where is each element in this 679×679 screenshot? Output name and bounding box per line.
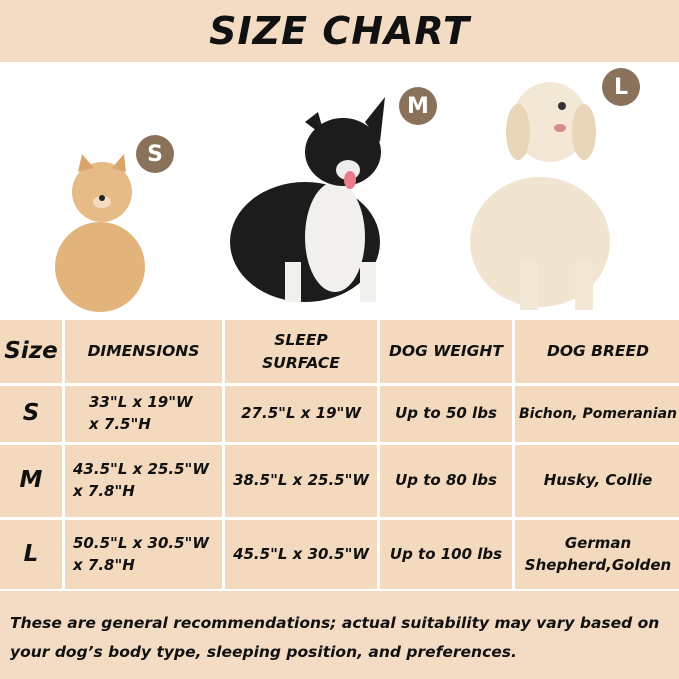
row-s-dimensions: 33"L x 19"W x 7.5"H — [65, 386, 222, 442]
dimensions-line: 33"L x 19"W — [89, 393, 193, 412]
row-s-size: S — [0, 386, 62, 442]
disclaimer-text: These are general recommendations; actua… — [0, 591, 679, 679]
dog-photos: S M L — [0, 62, 679, 320]
header-dimensions: DIMENSIONS — [65, 320, 222, 383]
header-dog-weight: DOG WEIGHT — [380, 320, 512, 383]
size-badge-m: M — [399, 87, 437, 125]
row-s-weight: Up to 50 lbs — [380, 386, 512, 442]
page-title: SIZE CHART — [0, 0, 679, 62]
row-l-dimensions: 50.5"L x 30.5"W x 7.8"H — [65, 520, 222, 589]
row-m-breed: Husky, Collie — [515, 445, 679, 517]
dimensions-line: x 7.5"H — [89, 415, 151, 433]
header-sleep-surface: SLEEP SURFACE — [225, 320, 377, 383]
border-collie-image — [230, 97, 385, 302]
header-size: Size — [0, 320, 62, 383]
row-m-sleep-surface: 38.5"L x 25.5"W — [225, 445, 377, 517]
dimensions-line: x 7.8"H — [73, 555, 135, 574]
row-l-sleep-surface: 45.5"L x 30.5"W — [225, 520, 377, 589]
dimensions-line: 43.5"L x 25.5"W — [73, 460, 209, 479]
row-m-weight: Up to 80 lbs — [380, 445, 512, 517]
dimensions-line: 50.5"L x 30.5"W — [73, 533, 209, 552]
row-m-size: M — [0, 445, 62, 517]
row-l-size: L — [0, 520, 62, 589]
header-dog-breed: DOG BREED — [515, 320, 679, 383]
row-l-weight: Up to 100 lbs — [380, 520, 512, 589]
pomeranian-image — [55, 154, 145, 312]
row-s-breed: Bichon, Pomeranian — [515, 386, 679, 442]
dog-illustrations — [55, 82, 610, 312]
row-s-sleep-surface: 27.5"L x 19"W — [225, 386, 377, 442]
row-m-dimensions: 43.5"L x 25.5"W x 7.8"H — [65, 445, 222, 517]
row-l-breed: German Shepherd,Golden — [515, 520, 679, 589]
size-badge-s: S — [136, 135, 174, 173]
size-badge-l: L — [602, 68, 640, 106]
dimensions-line: x 7.8"H — [73, 482, 135, 500]
golden-retriever-image — [470, 82, 610, 310]
size-table: Size DIMENSIONS SLEEP SURFACE DOG WEIGHT… — [0, 320, 679, 589]
